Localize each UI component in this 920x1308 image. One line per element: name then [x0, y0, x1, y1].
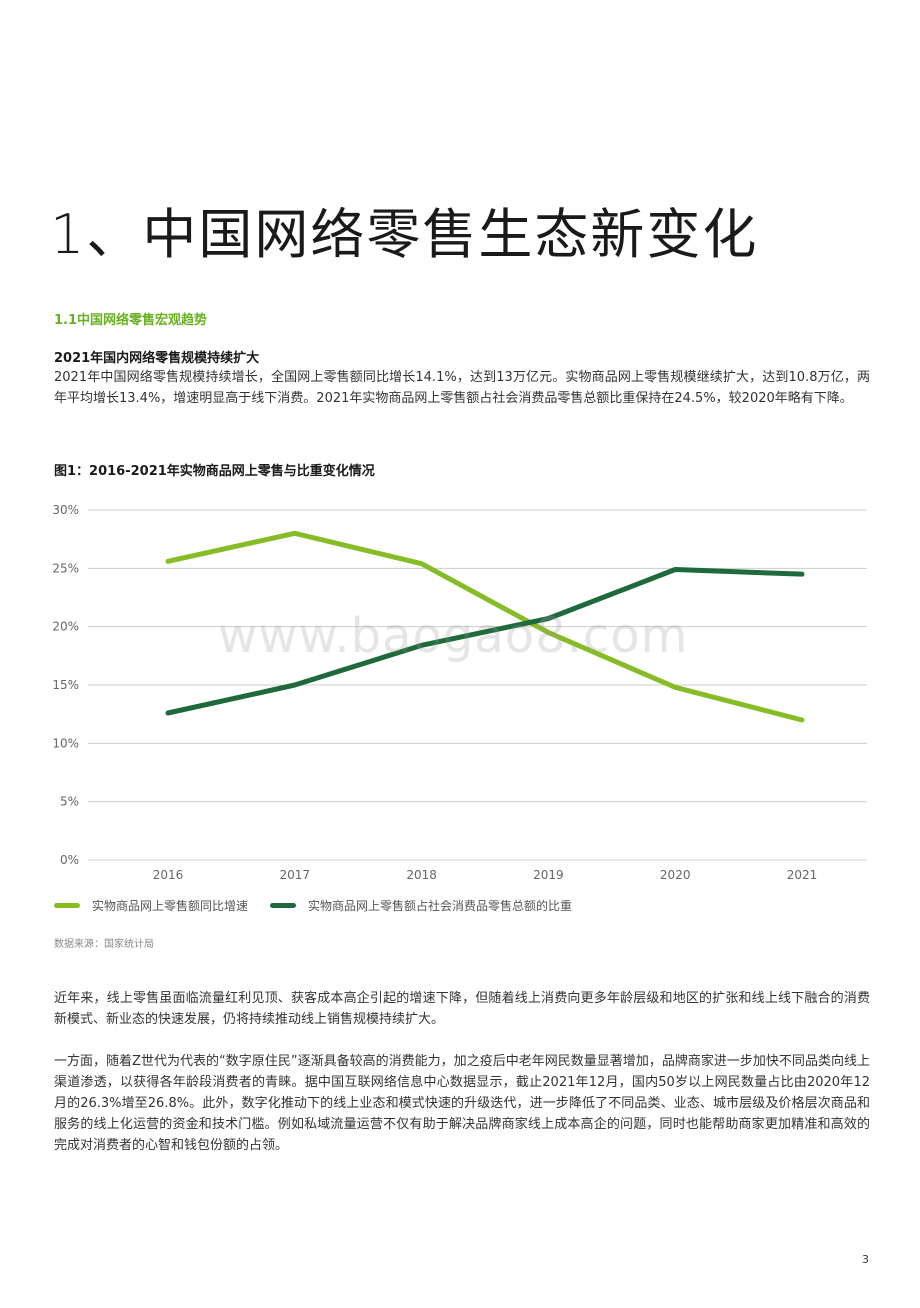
y-tick-label: 30%: [52, 503, 79, 517]
page-title: 1、中国网络零售生态新变化: [50, 203, 759, 266]
y-tick-label: 10%: [52, 736, 79, 750]
y-tick-label: 25%: [52, 561, 79, 575]
chart-legend: 实物商品网上零售额同比增速 实物商品网上零售额占社会消费品零售总额的比重: [54, 897, 594, 914]
legend-swatch-growth: [54, 903, 80, 908]
x-tick-label: 2017: [280, 868, 311, 882]
series-line-1: [165, 567, 805, 716]
subsection-heading: 2021年国内网络零售规模持续扩大: [54, 351, 260, 366]
chart-y-axis: 0% 5% 10% 15% 20% 25% 30%: [52, 503, 79, 867]
y-tick-label: 20%: [52, 620, 79, 634]
legend-label-growth: 实物商品网上零售额同比增速: [92, 899, 249, 913]
y-tick-label: 0%: [60, 853, 79, 867]
legend-label-share: 实物商品网上零售额占社会消费品零售总额的比重: [308, 899, 573, 913]
y-tick-label: 15%: [52, 678, 79, 692]
line-chart: 0% 5% 10% 15% 20% 25% 30% 2016 2017 2018 2019 2020…: [52, 503, 867, 882]
x-tick-label: 2018: [406, 868, 437, 882]
chart-gridlines: [88, 509, 867, 861]
y-tick-label: 5%: [60, 795, 79, 809]
x-tick-label: 2016: [153, 868, 184, 882]
page-number: 3: [862, 1253, 869, 1266]
series-line-0: [165, 530, 805, 723]
legend-swatch-share: [270, 903, 297, 908]
paragraph-detail: 一方面，随着Z世代为代表的“数字原住民”逐渐具备较高的消费能力，加之疫后中老年网…: [54, 1054, 870, 1153]
x-tick-label: 2019: [533, 868, 564, 882]
x-tick-label: 2021: [787, 868, 818, 882]
legend-item-growth: 实物商品网上零售额同比增速: [54, 897, 248, 914]
chart-x-axis: 2016 2017 2018 2019 2020 2021: [153, 868, 818, 882]
legend-item-share: 实物商品网上零售额占社会消费品零售总额的比重: [270, 897, 572, 914]
paragraph-intro: 2021年中国网络零售规模持续增长，全国网上零售额同比增长14.1%，达到13万…: [54, 370, 870, 406]
x-tick-label: 2020: [660, 868, 691, 882]
data-source: 数据来源：国家统计局: [54, 939, 154, 950]
paragraph-trend: 近年来，线上零售虽面临流量红利见顶、获客成本高企引起的增速下降，但随着线上消费向…: [54, 991, 870, 1027]
section-heading: 1.1中国网络零售宏观趋势: [54, 313, 208, 328]
figure-title: 图1：2016-2021年实物商品网上零售与比重变化情况: [54, 464, 375, 479]
chart-series: [165, 530, 805, 723]
